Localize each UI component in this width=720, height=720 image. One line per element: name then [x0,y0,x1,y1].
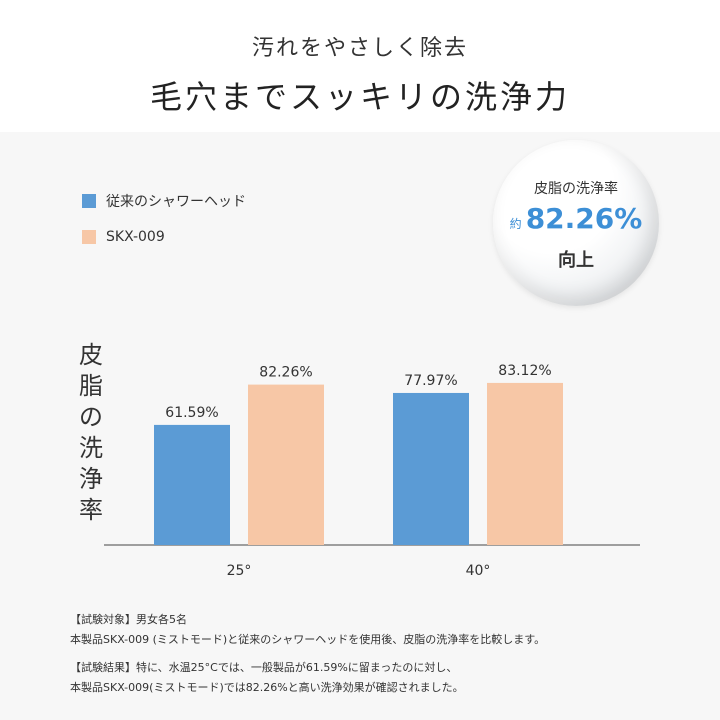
y-axis-label: 皮 脂 の 洗 浄 率 [78,340,104,526]
legend-item-conventional: 従来のシャワーヘッド [82,192,246,210]
bar-data-label: 82.26% [259,365,312,381]
notes-line: 【試験結果】特に、水温25°Cでは、一般製品が61.59%に留まったのに対し、 [70,661,458,674]
page-title: 毛穴までスッキリの洗浄力 [149,78,570,116]
y-axis-label-char: 浄 [79,465,103,493]
header: 汚れをやさしく除去 毛穴までスッキリの洗浄力 [0,0,720,132]
badge-caption: 皮脂の洗浄率 [534,181,618,197]
notes-line: 本製品SKX-009 (ミストモード)と従来のシャワーヘッドを使用後、皮脂の洗浄… [70,633,546,646]
notes-line: 【試験対象】男女各5名 [70,613,187,626]
badge-suffix: 向上 [558,250,594,271]
legend-item-skx: SKX-009 [82,228,246,246]
legend-label-skx: SKX-009 [106,229,165,245]
bar-data-label: 61.59% [165,405,218,421]
legend-swatch-conventional [82,194,96,208]
improvement-badge: 皮脂の洗浄率 約 82.26% 向上 [493,140,659,306]
legend-label-conventional: 従来のシャワーヘッド [106,194,246,210]
bar-conventional-0 [154,424,230,545]
bar-skx-0 [248,384,324,545]
x-tick-label: 40° [466,563,491,579]
bar-data-label: 83.12% [498,363,551,379]
test-notes: 【試験対象】男女各5名 本製品SKX-009 (ミストモード)と従来のシャワーヘ… [70,610,545,698]
legend-swatch-skx [82,230,96,244]
notes-line: 本製品SKX-009(ミストモード)では82.26%と高い洗浄効果が確認されまし… [70,681,464,694]
y-axis-label-char: 洗 [79,434,103,462]
bar-data-label: 77.97% [404,373,457,389]
badge-value-row: 約 82.26% [493,202,659,235]
badge-value: 82.26% [525,202,643,235]
y-axis-label-char: の [79,403,103,431]
y-axis-label-char: 脂 [79,372,103,400]
x-tick-label: 25° [227,563,252,579]
bar-conventional-1 [393,392,469,545]
legend: 従来のシャワーヘッド SKX-009 [82,192,246,264]
badge-prefix: 約 [509,217,522,231]
page-subtitle: 汚れをやさしく除去 [251,36,468,61]
y-axis-label-char: 率 [79,496,103,524]
bar-skx-1 [487,382,563,545]
y-axis-label-char: 皮 [79,341,103,369]
